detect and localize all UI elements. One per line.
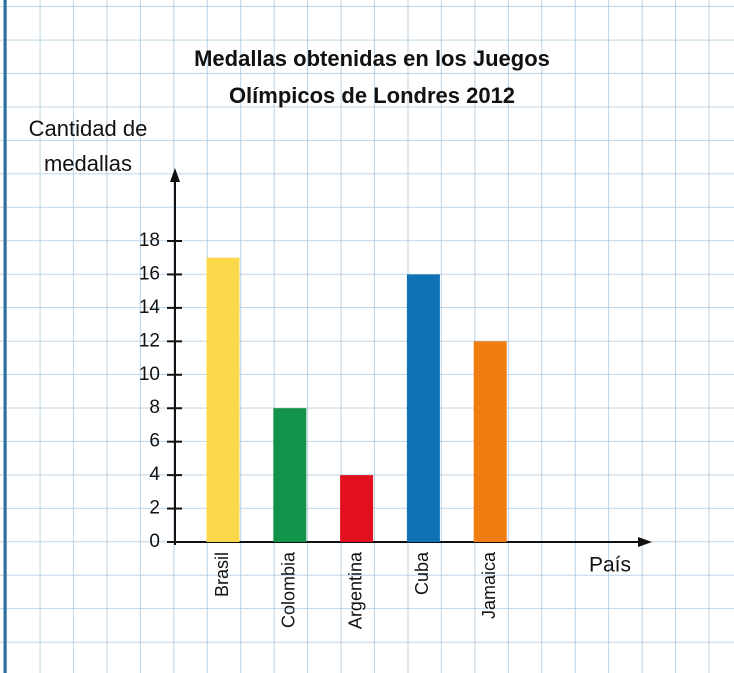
x-tick-label: Argentina bbox=[345, 551, 365, 629]
y-tick-label: 10 bbox=[139, 364, 160, 385]
bar bbox=[406, 274, 440, 542]
y-tick-label: 8 bbox=[149, 397, 160, 418]
chart-title: Olímpicos de Londres 2012 bbox=[229, 83, 515, 108]
bar bbox=[340, 475, 374, 542]
x-tick-label: Brasil bbox=[212, 552, 232, 597]
x-axis-label: País bbox=[589, 554, 631, 577]
x-tick-label: Jamaica bbox=[479, 551, 499, 619]
x-axis-arrow bbox=[638, 537, 652, 547]
chart-title: Medallas obtenidas en los Juegos bbox=[194, 46, 550, 71]
y-tick-label: 2 bbox=[149, 498, 160, 519]
x-tick-label: Colombia bbox=[279, 551, 299, 628]
y-axis-label: Cantidad de bbox=[29, 116, 148, 141]
y-axis-arrow bbox=[170, 168, 180, 182]
bar bbox=[206, 257, 240, 542]
y-tick-label: 0 bbox=[149, 531, 160, 552]
y-tick-label: 14 bbox=[139, 297, 161, 318]
bar bbox=[273, 408, 307, 542]
y-axis-label: medallas bbox=[44, 151, 132, 176]
y-tick-label: 16 bbox=[139, 263, 160, 284]
y-tick-label: 4 bbox=[149, 464, 160, 485]
y-tick-label: 6 bbox=[149, 431, 160, 452]
y-tick-label: 12 bbox=[139, 330, 160, 351]
x-tick-label: Cuba bbox=[412, 551, 432, 595]
bar bbox=[473, 341, 507, 542]
y-tick-label: 18 bbox=[139, 230, 160, 251]
